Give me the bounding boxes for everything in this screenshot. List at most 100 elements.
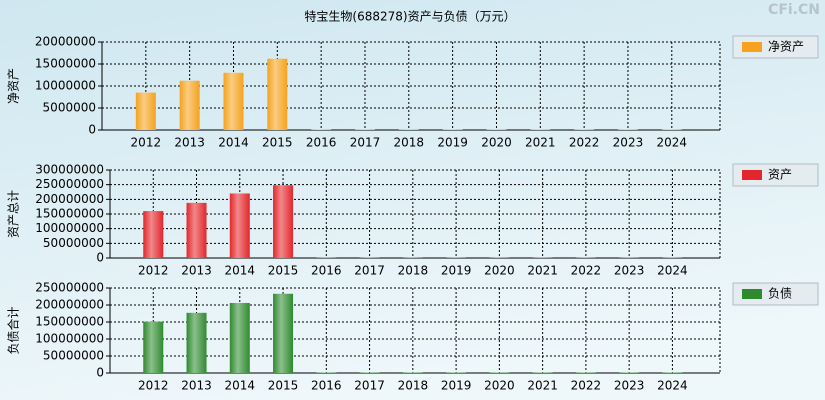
bar — [311, 129, 332, 130]
bar — [530, 129, 551, 130]
bar — [223, 72, 244, 130]
bar — [273, 185, 294, 258]
y-tick-label: 100000000 — [35, 221, 104, 235]
x-tick-label: 2014 — [218, 136, 249, 150]
x-tick-label: 2024 — [657, 379, 688, 393]
y-tick-label: 10000000 — [35, 79, 96, 93]
x-tick-label: 2024 — [657, 136, 688, 150]
bar — [619, 372, 640, 373]
x-tick-label: 2019 — [441, 379, 472, 393]
x-tick-label: 2013 — [174, 136, 205, 150]
x-tick-label: 2016 — [311, 264, 342, 278]
x-tick-label: 2023 — [613, 136, 644, 150]
bar — [575, 372, 596, 373]
y-tick-label: 250000000 — [35, 177, 104, 191]
bar — [229, 302, 250, 373]
bar — [575, 257, 596, 258]
bar — [446, 257, 467, 258]
x-tick-label: 2024 — [657, 264, 688, 278]
bar — [662, 257, 683, 258]
bar — [135, 92, 156, 130]
legend-box — [732, 35, 819, 59]
x-tick-label: 2015 — [268, 264, 299, 278]
bar — [143, 321, 164, 373]
bar — [661, 129, 682, 130]
x-tick-label: 2018 — [394, 136, 425, 150]
legend-swatch — [742, 42, 762, 52]
bar — [486, 129, 507, 130]
x-tick-label: 2017 — [354, 264, 385, 278]
bar — [617, 129, 638, 130]
y-tick-label: 50000000 — [43, 349, 104, 363]
x-tick-label: 2019 — [437, 136, 468, 150]
x-tick-label: 2019 — [441, 264, 472, 278]
y-axis-label: 净资产 — [7, 68, 21, 104]
bar — [532, 372, 553, 373]
x-tick-label: 2023 — [614, 264, 645, 278]
legend-swatch — [742, 170, 762, 180]
bar — [179, 80, 200, 130]
x-tick-label: 2013 — [181, 379, 212, 393]
y-tick-label: 100000000 — [35, 332, 104, 346]
legend-box — [732, 163, 819, 187]
x-tick-label: 2022 — [571, 264, 602, 278]
y-tick-label: 150000000 — [35, 207, 104, 221]
bar — [398, 129, 419, 130]
x-tick-label: 2018 — [398, 264, 429, 278]
bar — [532, 257, 553, 258]
x-tick-label: 2023 — [614, 379, 645, 393]
bar — [186, 202, 207, 258]
bar — [446, 372, 467, 373]
y-tick-label: 250000000 — [35, 281, 104, 295]
x-tick-label: 2020 — [481, 136, 512, 150]
x-tick-label: 2014 — [225, 379, 256, 393]
bar — [402, 257, 423, 258]
y-tick-label: 50000000 — [43, 236, 104, 250]
bar — [402, 372, 423, 373]
bar — [574, 129, 595, 130]
bar — [186, 312, 207, 373]
x-tick-label: 2013 — [181, 264, 212, 278]
watermark: CFi.CN — [768, 2, 820, 18]
legend-swatch — [742, 289, 762, 299]
y-tick-label: 0 — [88, 123, 96, 137]
x-tick-label: 2017 — [354, 379, 385, 393]
x-tick-label: 2015 — [262, 136, 293, 150]
x-tick-label: 2020 — [484, 379, 515, 393]
legend-label: 负债 — [768, 287, 792, 301]
bar — [143, 211, 164, 258]
x-tick-label: 2012 — [138, 264, 169, 278]
x-tick-label: 2012 — [131, 136, 162, 150]
bar — [359, 257, 380, 258]
bar — [273, 293, 294, 373]
y-axis-label: 资产总计 — [7, 190, 21, 238]
x-tick-label: 2021 — [527, 379, 558, 393]
x-tick-label: 2012 — [138, 379, 169, 393]
legend-box — [732, 282, 819, 306]
y-tick-label: 200000000 — [35, 192, 104, 206]
legend-label: 净资产 — [768, 40, 804, 54]
bar — [316, 257, 337, 258]
y-tick-label: 5000000 — [43, 101, 96, 115]
x-tick-label: 2016 — [311, 379, 342, 393]
y-tick-label: 20000000 — [35, 35, 96, 49]
bar — [229, 193, 250, 258]
x-tick-label: 2021 — [525, 136, 556, 150]
y-tick-label: 0 — [96, 251, 104, 265]
y-axis-label: 负债合计 — [6, 306, 21, 354]
legend-label: 资产 — [768, 168, 792, 182]
x-tick-label: 2016 — [306, 136, 337, 150]
bar — [489, 372, 510, 373]
bar — [359, 372, 380, 373]
x-tick-label: 2022 — [569, 136, 600, 150]
y-tick-label: 300000000 — [35, 163, 104, 177]
bar — [442, 129, 463, 130]
x-tick-label: 2014 — [225, 264, 256, 278]
bar — [316, 372, 337, 373]
bar — [267, 58, 288, 130]
bar — [619, 257, 640, 258]
x-tick-label: 2017 — [350, 136, 381, 150]
y-tick-label: 150000000 — [35, 315, 104, 329]
x-tick-label: 2018 — [398, 379, 429, 393]
